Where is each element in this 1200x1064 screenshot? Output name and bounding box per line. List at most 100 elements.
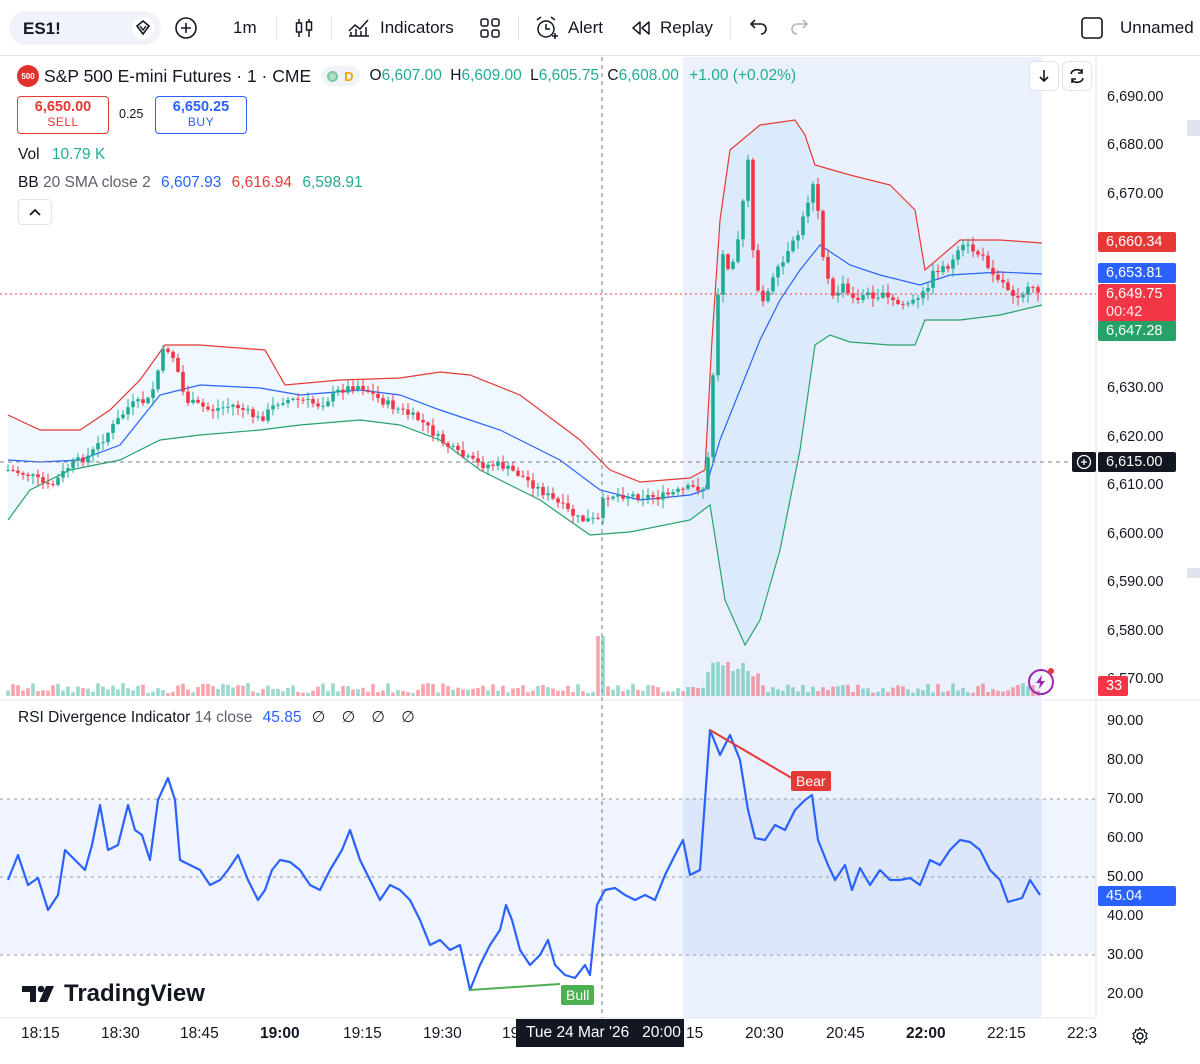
candle bbox=[701, 489, 705, 491]
add-symbol-button[interactable] bbox=[174, 14, 198, 42]
auto-scale-button[interactable] bbox=[1062, 61, 1092, 91]
lightning-icon[interactable] bbox=[1028, 669, 1054, 695]
volume-bar bbox=[511, 688, 515, 696]
candle bbox=[336, 389, 340, 393]
scroll-to-latest-button[interactable] bbox=[1029, 61, 1059, 91]
alert-button[interactable]: Alert bbox=[534, 14, 603, 42]
diamond-icon[interactable] bbox=[131, 16, 155, 40]
bb-basis-tag: 6,653.81 bbox=[1098, 263, 1176, 283]
replay-button[interactable]: Replay bbox=[630, 14, 713, 42]
templates-button[interactable] bbox=[479, 14, 501, 42]
sell-label: SELL bbox=[47, 115, 79, 129]
tradingview-logo[interactable]: TradingView bbox=[22, 980, 205, 1008]
candle bbox=[536, 486, 540, 489]
layout-button[interactable]: Unnamed bbox=[1080, 14, 1194, 42]
candle bbox=[991, 268, 995, 275]
rsi-legend[interactable]: RSI Divergence Indicator 14 close 45.85 … bbox=[18, 709, 421, 726]
symbol-legend[interactable]: 500 S&P 500 E-mini Futures · 1 · CME D O… bbox=[17, 64, 796, 88]
market-status[interactable]: D bbox=[321, 66, 360, 86]
volume-legend[interactable]: Vol 10.79 K bbox=[18, 146, 106, 163]
volume-bar bbox=[861, 688, 865, 696]
candle bbox=[621, 495, 625, 499]
undo-button[interactable] bbox=[746, 14, 768, 42]
chart-type-button[interactable] bbox=[292, 14, 316, 42]
candle bbox=[666, 492, 670, 495]
volume-bar bbox=[76, 686, 80, 696]
volume-bar bbox=[771, 687, 775, 696]
interval-button[interactable]: 1m bbox=[233, 14, 257, 42]
crosshair-time-label: Tue 24 Mar '26 20:00 bbox=[516, 1019, 684, 1047]
tv-mark-icon bbox=[22, 985, 54, 1002]
candle bbox=[921, 291, 925, 299]
volume-bar bbox=[391, 692, 395, 696]
volume-bar bbox=[526, 692, 530, 696]
candle bbox=[166, 348, 170, 352]
scroll-thumb-top bbox=[1187, 120, 1200, 136]
candle bbox=[281, 403, 285, 405]
volume-bar bbox=[236, 685, 240, 696]
volume-bar bbox=[996, 690, 1000, 696]
candle bbox=[581, 515, 585, 522]
candle bbox=[836, 292, 840, 296]
candle bbox=[951, 259, 955, 269]
redo-button[interactable] bbox=[790, 14, 812, 42]
volume-bar bbox=[386, 683, 390, 696]
candle bbox=[471, 455, 475, 459]
rsi-axis-label: 50.00 bbox=[1107, 869, 1144, 885]
volume-bar bbox=[456, 687, 460, 696]
candle bbox=[806, 202, 810, 217]
volume-bar bbox=[176, 685, 180, 696]
candle bbox=[796, 235, 800, 241]
volume-bar bbox=[636, 689, 640, 696]
replay-label: Replay bbox=[660, 18, 713, 37]
candle bbox=[146, 397, 150, 404]
candle bbox=[36, 474, 40, 478]
buy-price: 6,650.25 bbox=[172, 99, 230, 115]
volume-bar bbox=[536, 686, 540, 696]
candle bbox=[371, 391, 375, 394]
volume-tag: 33 bbox=[1098, 676, 1128, 696]
candle bbox=[16, 470, 20, 473]
volume-bar bbox=[66, 686, 70, 696]
volume-bar bbox=[891, 687, 895, 696]
collapse-legend-button[interactable] bbox=[18, 199, 52, 225]
candle bbox=[276, 404, 280, 406]
volume-bar bbox=[966, 692, 970, 696]
settings-gear-icon[interactable] bbox=[1130, 1026, 1150, 1046]
candle bbox=[66, 468, 70, 471]
volume-bar bbox=[251, 691, 255, 696]
sell-button[interactable]: 6,650.00 SELL bbox=[17, 96, 109, 134]
spread-value: 0.25 bbox=[119, 107, 144, 121]
candle bbox=[616, 495, 620, 497]
volume-bar bbox=[96, 683, 100, 696]
candle bbox=[911, 299, 915, 304]
symbol-search[interactable]: ES1! bbox=[9, 11, 161, 45]
candle bbox=[96, 443, 100, 450]
volume-bar bbox=[1006, 690, 1010, 696]
price-axis-label: 6,670.00 bbox=[1107, 186, 1164, 202]
volume-bar bbox=[606, 686, 610, 696]
candle bbox=[566, 503, 570, 509]
rsi-axis-label: 70.00 bbox=[1107, 791, 1144, 807]
volume-bar bbox=[691, 686, 695, 696]
buy-button[interactable]: 6,650.25 BUY bbox=[155, 96, 247, 134]
candle bbox=[816, 184, 820, 211]
volume-bar bbox=[696, 687, 700, 696]
volume-bar bbox=[646, 684, 650, 696]
add-alert-at-price-button[interactable] bbox=[1072, 452, 1096, 472]
candle bbox=[291, 398, 295, 400]
price-axis-label: 6,610.00 bbox=[1107, 477, 1164, 493]
toolbar-divider bbox=[276, 16, 277, 40]
bb-legend[interactable]: BB 20 SMA close 2 6,607.93 6,616.94 6,59… bbox=[18, 174, 363, 191]
candle bbox=[461, 449, 465, 457]
volume-bar bbox=[211, 686, 215, 696]
candle bbox=[6, 469, 10, 471]
volume-bar bbox=[756, 673, 760, 696]
indicators-button[interactable]: Indicators bbox=[346, 14, 454, 42]
crosshair-price-tag: 6,615.00 bbox=[1098, 452, 1176, 472]
candle bbox=[286, 399, 290, 404]
last-price-value: 6,649.75 bbox=[1106, 286, 1163, 302]
candle bbox=[746, 159, 750, 201]
candle bbox=[376, 393, 380, 399]
